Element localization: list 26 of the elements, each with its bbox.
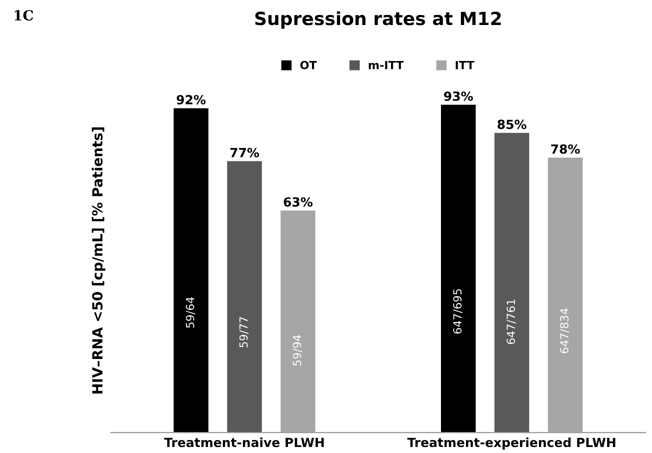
legend-label: OT — [300, 60, 317, 70]
data-label: 92% — [176, 94, 206, 104]
x-tick-label: Treatment-naive PLWH — [164, 437, 324, 448]
annotation: 59/94 — [292, 335, 302, 366]
annotation: 59/77 — [239, 317, 249, 348]
data-label: 93% — [444, 91, 473, 101]
annotation: 647/695 — [453, 289, 462, 334]
bar — [548, 158, 583, 433]
data-label: 85% — [498, 120, 526, 130]
x-tick-label: Treatment-experienced PLWH — [407, 437, 616, 450]
y-axis-title: HIV–RNA <50 [cp/mL] [% Patients] — [92, 127, 106, 394]
annotation: 647/834 — [560, 308, 570, 354]
legend-label: ITT — [456, 61, 474, 70]
bar — [494, 132, 530, 433]
annotation: 647/761 — [506, 300, 516, 344]
bar — [440, 104, 476, 433]
data-label: 63% — [284, 197, 313, 207]
bar — [280, 210, 316, 433]
legend-label: m-ITT — [368, 61, 404, 70]
chart-title: Supression rates at M12 — [255, 11, 501, 29]
text: 1C — [14, 10, 34, 21]
bar — [174, 108, 208, 433]
bar — [227, 161, 262, 433]
data-label: 78% — [551, 144, 580, 154]
annotation: 59/64 — [186, 297, 196, 328]
data-label: 77% — [230, 148, 260, 158]
